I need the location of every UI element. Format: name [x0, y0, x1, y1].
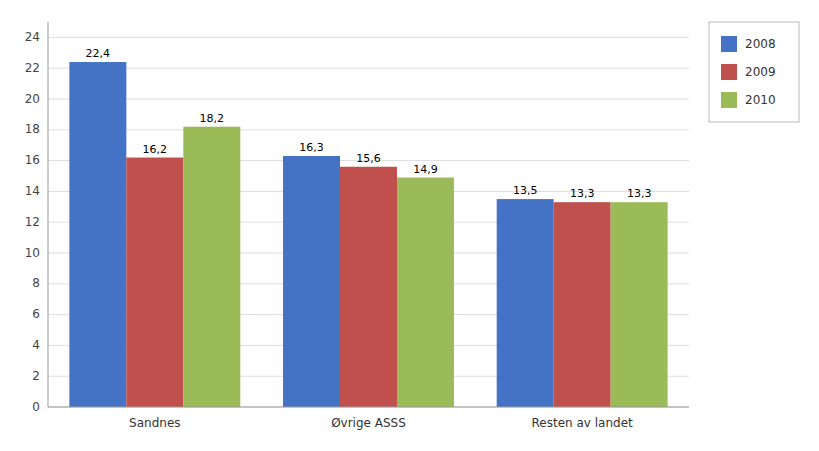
y-tick-label: 6: [32, 307, 40, 321]
legend: 2008 2009 2010: [709, 22, 799, 122]
y-tick-label: 24: [25, 30, 40, 44]
y-tick-label: 18: [25, 122, 40, 136]
y-tick-label: 16: [25, 153, 40, 167]
data-label: 13,5: [513, 184, 538, 197]
grid-line: [48, 407, 689, 408]
y-tick-label: 8: [32, 276, 40, 290]
y-tick-label: 0: [32, 400, 40, 414]
legend-frame: [709, 22, 799, 122]
y-tick-label: 2: [32, 369, 40, 383]
grid-line: [48, 99, 689, 100]
legend-swatch: [721, 64, 737, 80]
data-labels: 22,4 16,3 13,5 16,2 15,6 13,3 18,2 14,9 13,3: [86, 47, 652, 200]
x-axis-line: [48, 407, 689, 408]
x-tick-label: Øvrige ASSS: [331, 416, 406, 430]
grid-line: [48, 68, 689, 69]
bars: [69, 62, 667, 407]
legend-label: 2010: [745, 93, 776, 107]
x-tick-label: Resten av landet: [532, 416, 634, 430]
data-label: 14,9: [413, 163, 438, 176]
chart-svg: 02468101214161820222422,416,313,516,215,…: [0, 0, 819, 451]
grid-line: [48, 129, 689, 130]
legend-swatch: [721, 92, 737, 108]
y-tick-label: 22: [25, 61, 40, 75]
legend-label: 2009: [745, 65, 776, 79]
bar: [497, 199, 554, 407]
bar: [126, 158, 183, 407]
bar: [69, 62, 126, 407]
data-label: 13,3: [627, 187, 652, 200]
data-label: 18,2: [200, 112, 225, 125]
data-label: 13,3: [570, 187, 595, 200]
legend-label: 2008: [745, 37, 776, 51]
grid: [48, 37, 689, 407]
x-tick-label: Sandnes: [129, 416, 180, 430]
grid-line: [48, 37, 689, 38]
y-tick-label: 10: [25, 246, 40, 260]
bar: [183, 127, 240, 407]
y-tick-label: 12: [25, 215, 40, 229]
data-label: 16,3: [299, 141, 324, 154]
bar: [554, 202, 611, 407]
bar: [397, 178, 454, 407]
y-tick-label: 4: [32, 338, 40, 352]
bar: [611, 202, 668, 407]
bar: [340, 167, 397, 407]
data-label: 22,4: [86, 47, 111, 60]
y-tick-label: 14: [25, 184, 40, 198]
data-label: 16,2: [143, 143, 168, 156]
y-tick-label: 20: [25, 92, 40, 106]
y-axis-line: [48, 22, 49, 407]
bar: [283, 156, 340, 407]
legend-swatch: [721, 36, 737, 52]
chart-container: 02468101214161820222422,416,313,516,215,…: [0, 0, 819, 451]
data-label: 15,6: [356, 152, 381, 165]
